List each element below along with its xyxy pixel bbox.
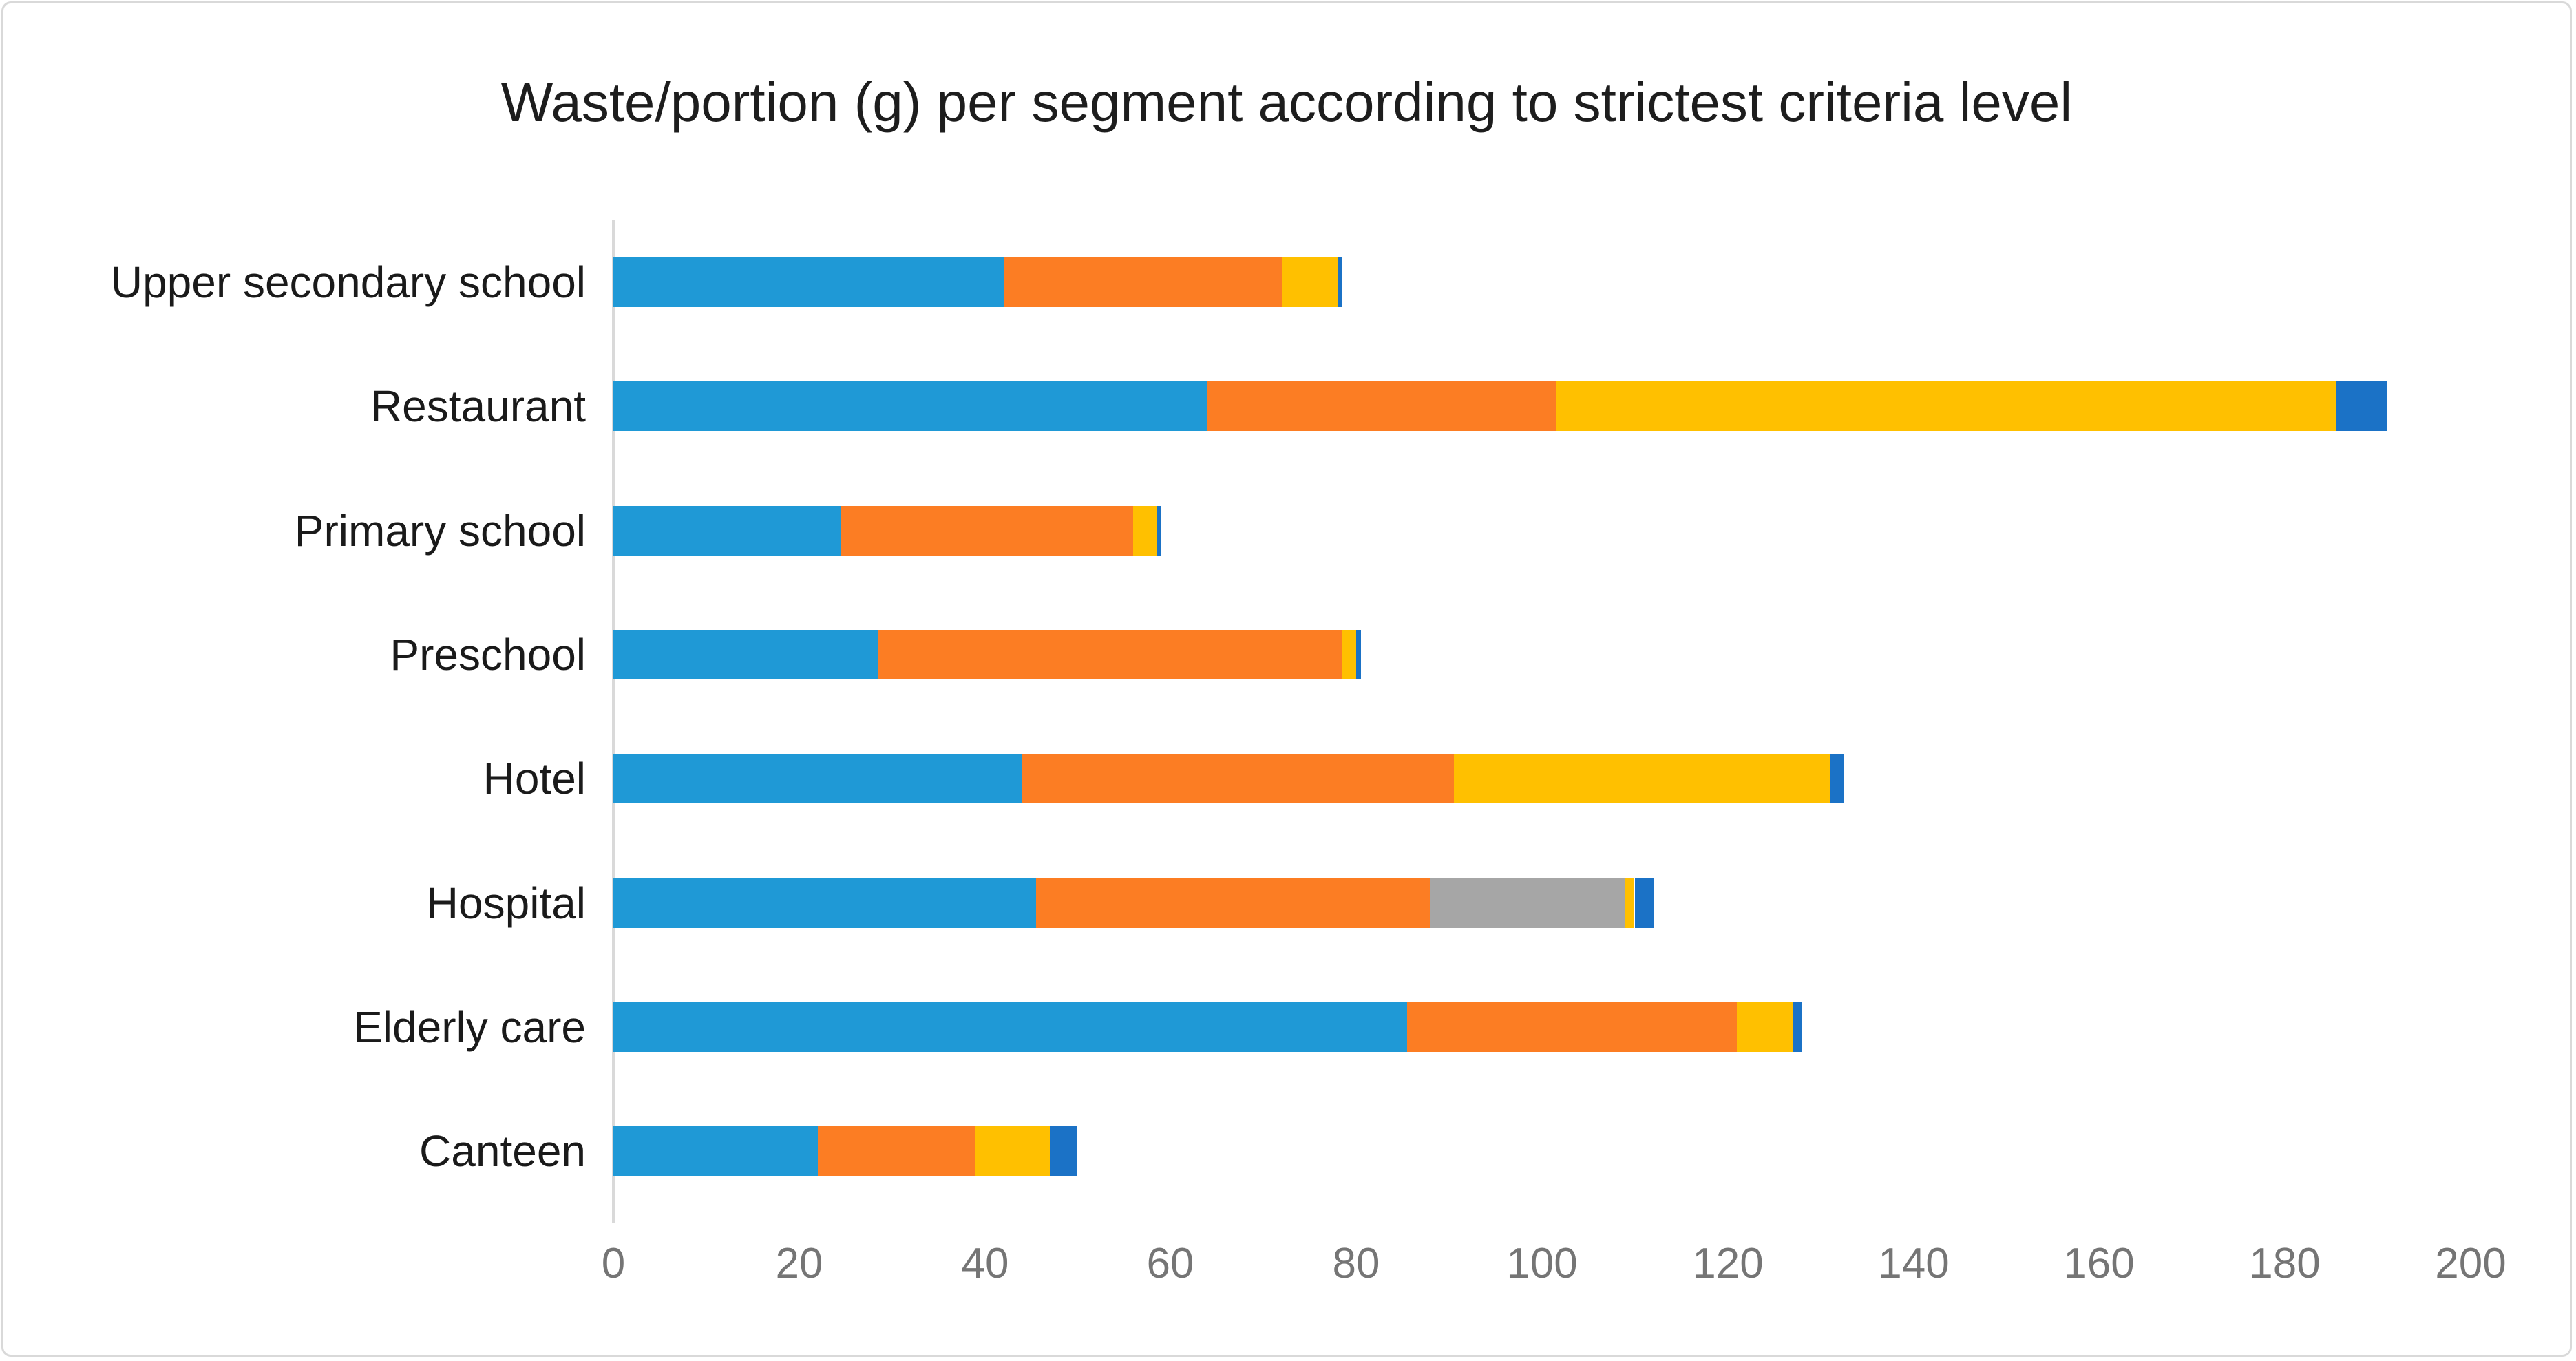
x-tick-label: 60 xyxy=(1146,1240,1194,1287)
orange-segment xyxy=(1207,381,1556,431)
yellow-segment xyxy=(1556,381,2336,431)
orange-segment xyxy=(841,506,1134,556)
x-tick-label: 0 xyxy=(601,1240,626,1287)
blue-segment xyxy=(613,1126,818,1176)
blue-segment xyxy=(613,381,1207,431)
x-tick-label: 180 xyxy=(2249,1240,2321,1287)
dark-blue-segment xyxy=(1830,754,1844,803)
x-tick-label: 200 xyxy=(2435,1240,2506,1287)
dark-blue-segment xyxy=(1157,506,1162,556)
x-tick-label: 100 xyxy=(1506,1240,1578,1287)
yellow-segment xyxy=(1133,506,1157,556)
category-label: Upper secondary school xyxy=(110,257,586,307)
x-tick-label: 140 xyxy=(1878,1240,1950,1287)
x-tick-label: 80 xyxy=(1332,1240,1380,1287)
x-tick-label: 160 xyxy=(2063,1240,2135,1287)
dark-blue-segment xyxy=(2336,381,2387,431)
chart-title: Waste/portion (g) per segment according … xyxy=(500,72,2073,133)
yellow-segment xyxy=(1282,257,1338,307)
y-axis-line xyxy=(612,220,615,1223)
category-label: Restaurant xyxy=(370,381,586,431)
category-label: Preschool xyxy=(390,630,586,679)
yellow-segment xyxy=(1737,1002,1793,1052)
yellow-segment xyxy=(975,1126,1051,1176)
yellow-segment xyxy=(1342,630,1356,679)
category-label: Elderly care xyxy=(353,1002,586,1052)
orange-segment xyxy=(1003,257,1282,307)
dark-blue-segment xyxy=(1793,1002,1802,1052)
x-tick-label: 40 xyxy=(961,1240,1009,1287)
blue-segment xyxy=(613,878,1036,928)
dark-blue-segment xyxy=(1356,630,1362,679)
blue-segment xyxy=(613,1002,1407,1052)
orange-segment xyxy=(1035,878,1430,928)
category-label: Primary school xyxy=(294,506,586,556)
gray-segment xyxy=(1430,878,1626,928)
blue-segment xyxy=(613,630,878,679)
category-label: Canteen xyxy=(419,1126,586,1176)
blue-segment xyxy=(613,754,1022,803)
category-label: Hospital xyxy=(426,878,586,928)
blue-segment xyxy=(613,257,1004,307)
orange-segment xyxy=(1407,1002,1738,1052)
x-tick-label: 20 xyxy=(775,1240,823,1287)
dark-blue-segment xyxy=(1634,878,1654,928)
category-label: Hotel xyxy=(483,754,586,803)
blue-segment xyxy=(613,506,841,556)
orange-segment xyxy=(1022,754,1454,803)
dark-blue-segment xyxy=(1050,1126,1078,1176)
yellow-segment xyxy=(1453,754,1830,803)
yellow-segment xyxy=(1625,878,1635,928)
orange-segment xyxy=(817,1126,975,1176)
dark-blue-segment xyxy=(1338,257,1343,307)
x-tick-label: 120 xyxy=(1692,1240,1764,1287)
orange-segment xyxy=(878,630,1343,679)
